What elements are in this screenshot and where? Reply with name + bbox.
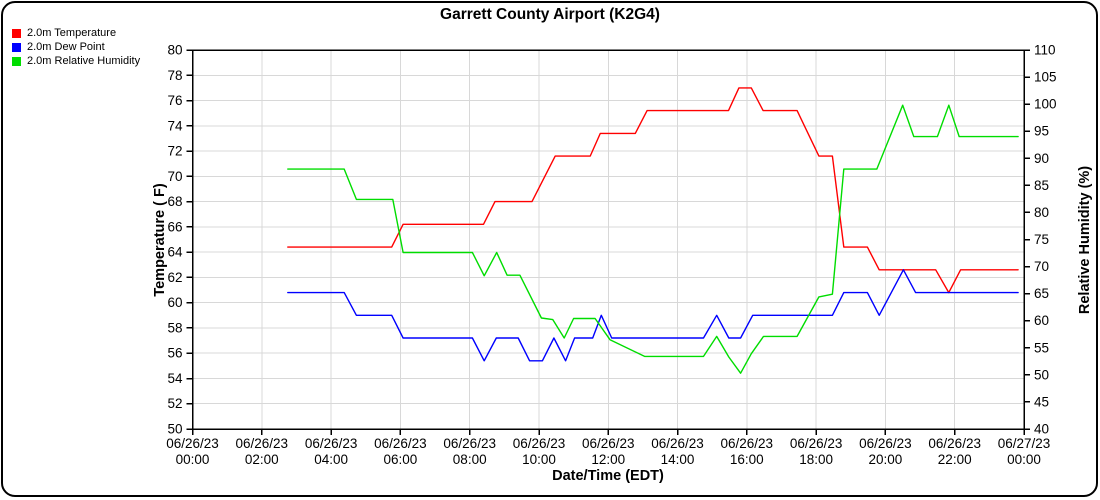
- legend: 2.0m Temperature 2.0m Dew Point 2.0m Rel…: [12, 26, 140, 68]
- x-tick-label-date: 06/27/23: [998, 436, 1051, 451]
- x-axis-title: Date/Time (EDT): [552, 468, 664, 484]
- x-tick-label-date: 06/26/23: [166, 436, 219, 451]
- x-tick-label-date: 06/26/23: [928, 436, 981, 451]
- y-left-tick-label: 58: [167, 320, 182, 335]
- x-tick-label-time: 00:00: [1007, 452, 1041, 467]
- x-tick-label-time: 02:00: [245, 452, 279, 467]
- legend-label-relative-humidity: 2.0m Relative Humidity: [27, 55, 141, 67]
- x-tick-label-date: 06/26/23: [651, 436, 704, 451]
- x-tick-label-time: 10:00: [522, 452, 556, 467]
- y-right-tick-label: 40: [1034, 422, 1049, 437]
- y-left-tick-label: 62: [167, 270, 182, 285]
- x-tick-label-date: 06/26/23: [236, 436, 289, 451]
- y-right-tick-label: 65: [1034, 286, 1049, 301]
- legend-label-dew-point: 2.0m Dew Point: [27, 41, 105, 53]
- x-tick-label-date: 06/26/23: [305, 436, 358, 451]
- y-left-tick-label: 78: [167, 68, 182, 83]
- x-tick-label-time: 22:00: [938, 452, 972, 467]
- y-left-tick-label: 68: [167, 194, 182, 209]
- y-right-tick-label: 50: [1034, 367, 1049, 382]
- legend-item-relative-humidity: 2.0m Relative Humidity: [12, 54, 140, 68]
- y-left-tick-label: 74: [167, 118, 183, 133]
- y-left-tick-label: 50: [167, 422, 182, 437]
- y-right-tick-label: 85: [1034, 178, 1049, 193]
- y-right-tick-label: 70: [1034, 259, 1049, 274]
- x-tick-label-date: 06/26/23: [513, 436, 566, 451]
- series-line-2-0m-dew-point: [287, 269, 1019, 362]
- y-left-tick-label: 72: [167, 144, 182, 159]
- y-left-tick-label: 56: [167, 346, 182, 361]
- series-line-2-0m-relative-humidity: [287, 104, 1019, 374]
- y-left-tick-label: 80: [167, 43, 182, 58]
- dew-point-swatch-icon: [12, 42, 21, 52]
- y-left-tick-label: 54: [167, 371, 183, 386]
- x-tick-label-time: 04:00: [314, 452, 348, 467]
- y-right-tick-label: 110: [1034, 43, 1056, 58]
- x-tick-label-time: 00:00: [176, 452, 210, 467]
- y-left-tick-label: 66: [167, 219, 182, 234]
- series-line-2-0m-temperature: [287, 87, 1019, 294]
- x-tick-label-date: 06/26/23: [374, 436, 427, 451]
- y-right-tick-label: 55: [1034, 340, 1049, 355]
- x-tick-label-date: 06/26/23: [790, 436, 843, 451]
- y-left-tick-label: 64: [167, 245, 183, 260]
- x-tick-label-time: 16:00: [730, 452, 764, 467]
- x-tick-label-time: 18:00: [799, 452, 833, 467]
- y-left-tick-label: 76: [167, 93, 182, 108]
- y-right-tick-label: 75: [1034, 232, 1049, 247]
- y-right-tick-label: 100: [1034, 97, 1057, 112]
- y-right-tick-label: 80: [1034, 205, 1049, 220]
- x-tick-label-date: 06/26/23: [582, 436, 635, 451]
- y-left-tick-label: 60: [167, 295, 182, 310]
- x-tick-label-time: 08:00: [453, 452, 487, 467]
- y-right-tick-label: 45: [1034, 394, 1049, 409]
- x-tick-label-time: 14:00: [661, 452, 695, 467]
- y-right-tick-label: 90: [1034, 151, 1049, 166]
- x-tick-label-time: 12:00: [591, 452, 625, 467]
- legend-item-temperature: 2.0m Temperature: [12, 26, 140, 40]
- y-right-tick-label: 105: [1034, 70, 1057, 85]
- x-tick-label-date: 06/26/23: [721, 436, 774, 451]
- x-tick-label-time: 20:00: [869, 452, 903, 467]
- page-title: Garrett County Airport (K2G4): [440, 6, 660, 23]
- temperature-swatch-icon: [12, 28, 21, 38]
- legend-label-temperature: 2.0m Temperature: [27, 27, 117, 39]
- y-right-tick-label: 60: [1034, 313, 1049, 328]
- relative-humidity-swatch-icon: [12, 56, 21, 66]
- x-tick-label-date: 06/26/23: [443, 436, 496, 451]
- legend-item-dew-point: 2.0m Dew Point: [12, 40, 140, 54]
- y-left-tick-label: 70: [167, 169, 182, 184]
- y-left-tick-label: 52: [167, 396, 182, 411]
- x-tick-label-date: 06/26/23: [859, 436, 912, 451]
- y-right-tick-label: 95: [1034, 124, 1049, 139]
- x-tick-label-time: 06:00: [384, 452, 418, 467]
